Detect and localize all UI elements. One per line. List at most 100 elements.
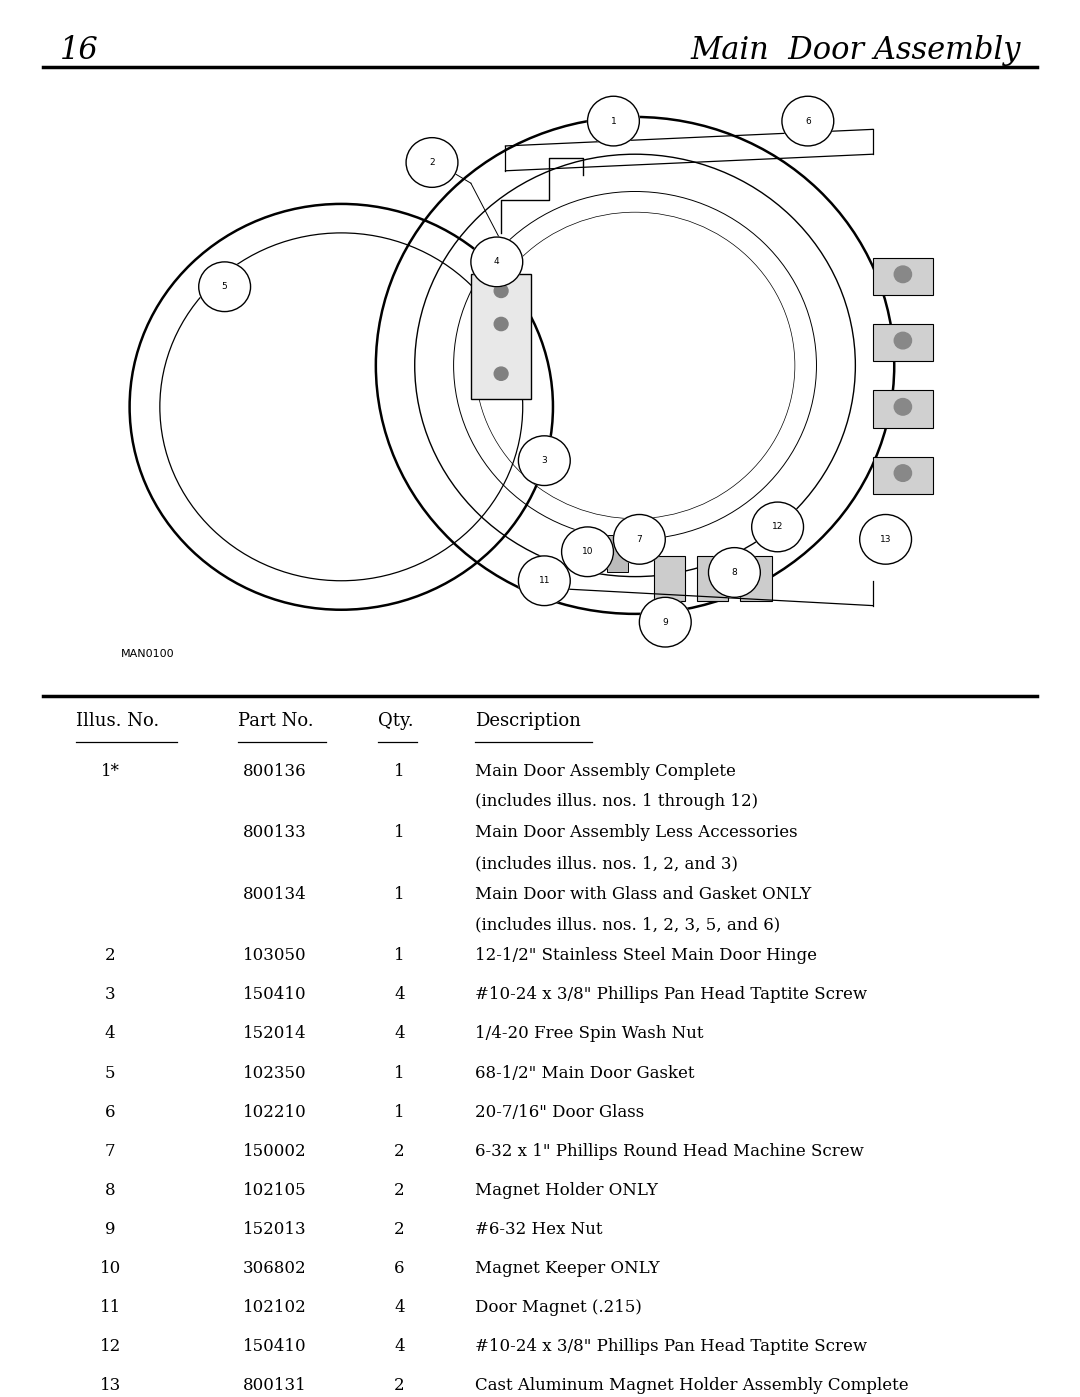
Text: 1: 1: [394, 947, 405, 964]
Circle shape: [860, 514, 912, 564]
Circle shape: [588, 96, 639, 145]
Circle shape: [894, 465, 912, 482]
Circle shape: [495, 284, 508, 298]
Text: 20-7/16" Door Glass: 20-7/16" Door Glass: [475, 1104, 645, 1120]
Text: 4: 4: [394, 1338, 405, 1355]
Text: 3: 3: [541, 457, 548, 465]
Text: 5: 5: [221, 282, 228, 291]
Text: 1*: 1*: [100, 763, 120, 780]
Text: 6: 6: [394, 1260, 405, 1277]
Text: 7: 7: [105, 1143, 116, 1160]
Text: 4: 4: [394, 986, 405, 1003]
Circle shape: [471, 237, 523, 286]
Text: 4: 4: [394, 1025, 405, 1042]
Text: 6-32 x 1" Phillips Round Head Machine Screw: 6-32 x 1" Phillips Round Head Machine Sc…: [475, 1143, 864, 1160]
Bar: [654, 556, 685, 602]
Bar: [607, 535, 629, 573]
Text: 4: 4: [494, 257, 500, 267]
Text: 102105: 102105: [243, 1182, 307, 1199]
Circle shape: [782, 96, 834, 145]
Text: 2: 2: [394, 1377, 405, 1394]
Text: #10-24 x 3/8" Phillips Pan Head Taptite Screw: #10-24 x 3/8" Phillips Pan Head Taptite …: [475, 1338, 867, 1355]
Text: Main Door Assembly Complete: Main Door Assembly Complete: [475, 763, 737, 780]
Text: 2: 2: [429, 158, 435, 168]
Text: 102210: 102210: [243, 1104, 307, 1120]
Circle shape: [894, 398, 912, 415]
Text: 10: 10: [99, 1260, 121, 1277]
Text: 150410: 150410: [243, 1338, 307, 1355]
Bar: [698, 556, 728, 602]
Text: 2: 2: [105, 947, 116, 964]
Text: Cast Aluminum Magnet Holder Assembly Complete: Cast Aluminum Magnet Holder Assembly Com…: [475, 1377, 909, 1394]
Text: 10: 10: [582, 548, 593, 556]
Text: 800136: 800136: [243, 763, 307, 780]
Text: Main Door Assembly Less Accessories: Main Door Assembly Less Accessories: [475, 824, 798, 841]
Text: #10-24 x 3/8" Phillips Pan Head Taptite Screw: #10-24 x 3/8" Phillips Pan Head Taptite …: [475, 986, 867, 1003]
Bar: [572, 535, 594, 573]
Text: 1/4-20 Free Spin Wash Nut: 1/4-20 Free Spin Wash Nut: [475, 1025, 704, 1042]
Bar: [873, 324, 933, 362]
Text: Illus. No.: Illus. No.: [76, 712, 159, 731]
Text: 4: 4: [105, 1025, 116, 1042]
Text: 1: 1: [394, 824, 405, 841]
Bar: [741, 556, 771, 602]
Text: 16: 16: [59, 35, 98, 66]
Text: 11: 11: [99, 1299, 121, 1316]
Text: Magnet Keeper ONLY: Magnet Keeper ONLY: [475, 1260, 660, 1277]
Text: 13: 13: [880, 535, 891, 543]
Text: 1: 1: [394, 763, 405, 780]
Text: 8: 8: [105, 1182, 116, 1199]
Bar: [873, 258, 933, 295]
Text: 102102: 102102: [243, 1299, 307, 1316]
Text: Door Magnet (.215): Door Magnet (.215): [475, 1299, 643, 1316]
Text: Part No.: Part No.: [238, 712, 313, 731]
Text: Magnet Holder ONLY: Magnet Holder ONLY: [475, 1182, 658, 1199]
Circle shape: [894, 265, 912, 282]
Circle shape: [406, 138, 458, 187]
Text: 150410: 150410: [243, 986, 307, 1003]
Text: (includes illus. nos. 1, 2, and 3): (includes illus. nos. 1, 2, and 3): [475, 855, 739, 872]
Circle shape: [495, 317, 508, 331]
Bar: [873, 390, 933, 427]
Text: Main  Door Assembly: Main Door Assembly: [690, 35, 1021, 66]
Text: 12: 12: [772, 522, 783, 531]
Circle shape: [894, 332, 912, 349]
Circle shape: [639, 598, 691, 647]
Circle shape: [518, 556, 570, 606]
Circle shape: [199, 261, 251, 312]
Text: 6: 6: [105, 1104, 116, 1120]
Text: 1: 1: [610, 116, 617, 126]
Text: 12: 12: [99, 1338, 121, 1355]
Text: 152013: 152013: [243, 1221, 307, 1238]
Circle shape: [708, 548, 760, 598]
Text: 800133: 800133: [243, 824, 307, 841]
Circle shape: [495, 367, 508, 380]
Text: 2: 2: [394, 1182, 405, 1199]
Text: 9: 9: [105, 1221, 116, 1238]
Text: 9: 9: [662, 617, 669, 627]
Text: (includes illus. nos. 1, 2, 3, 5, and 6): (includes illus. nos. 1, 2, 3, 5, and 6): [475, 916, 781, 933]
Text: 11: 11: [539, 576, 550, 585]
Text: 102350: 102350: [243, 1065, 307, 1081]
Text: 7: 7: [636, 535, 643, 543]
Circle shape: [613, 514, 665, 564]
Text: #6-32 Hex Nut: #6-32 Hex Nut: [475, 1221, 603, 1238]
Bar: [873, 457, 933, 493]
Bar: [471, 274, 531, 398]
Text: 2: 2: [394, 1143, 405, 1160]
Text: 6: 6: [805, 116, 811, 126]
Text: 13: 13: [99, 1377, 121, 1394]
Text: 3: 3: [105, 986, 116, 1003]
Circle shape: [518, 436, 570, 486]
Text: Qty.: Qty.: [378, 712, 414, 731]
Text: 1: 1: [394, 1104, 405, 1120]
Text: 800134: 800134: [243, 886, 307, 902]
Text: 152014: 152014: [243, 1025, 307, 1042]
Text: 800131: 800131: [243, 1377, 307, 1394]
Circle shape: [562, 527, 613, 577]
Text: 150002: 150002: [243, 1143, 307, 1160]
Text: 8: 8: [731, 569, 738, 577]
Text: 12-1/2" Stainless Steel Main Door Hinge: 12-1/2" Stainless Steel Main Door Hinge: [475, 947, 818, 964]
Text: Main Door with Glass and Gasket ONLY: Main Door with Glass and Gasket ONLY: [475, 886, 811, 902]
Text: 1: 1: [394, 886, 405, 902]
